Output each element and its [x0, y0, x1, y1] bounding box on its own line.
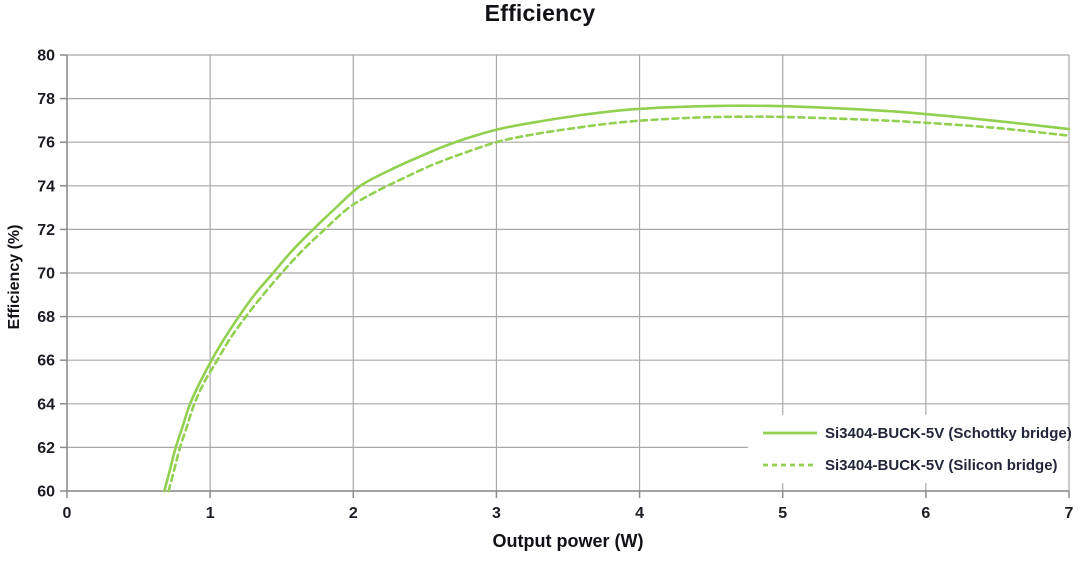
x-axis-title: Output power (W) — [492, 531, 644, 551]
x-tick-label: 0 — [63, 505, 72, 522]
y-tick-label: 62 — [37, 440, 55, 457]
legend-label-schottky: Si3404-BUCK-5V (Schottky bridge) — [825, 424, 1072, 442]
series-line-silicon — [167, 115, 1071, 493]
legend-item-schottky: Si3404-BUCK-5V (Schottky bridge) — [762, 423, 1072, 444]
solid-line-swatch-icon — [763, 431, 817, 435]
legend-item-silicon: Si3404-BUCK-5V (Silicon bridge) — [762, 455, 1068, 476]
x-tick-label: 4 — [635, 505, 644, 522]
y-tick-label: 78 — [37, 91, 55, 108]
x-tick-label: 6 — [921, 505, 930, 522]
chart-title: Efficiency — [484, 0, 596, 26]
y-tick-label: 64 — [37, 396, 55, 413]
x-tick-label: 2 — [349, 505, 358, 522]
y-tick-label: 74 — [37, 178, 55, 195]
y-tick-label: 60 — [37, 484, 55, 501]
y-tick-label: 76 — [37, 135, 55, 152]
y-axis-title: Efficiency (%) — [6, 224, 23, 330]
series-line-schottky — [163, 104, 1071, 493]
y-tick-label: 70 — [37, 266, 55, 283]
y-tick-label: 66 — [37, 353, 55, 370]
x-tick-label: 1 — [206, 505, 215, 522]
y-tick-label: 72 — [37, 222, 55, 239]
dashed-line-swatch-icon — [763, 463, 817, 467]
x-tick-label: 5 — [778, 505, 787, 522]
y-tick-label: 80 — [37, 48, 55, 65]
legend-label-silicon: Si3404-BUCK-5V (Silicon bridge) — [825, 456, 1058, 474]
y-tick-label: 68 — [37, 309, 55, 326]
x-tick-label: 7 — [1065, 505, 1074, 522]
x-tick-label: 3 — [492, 505, 501, 522]
legend: Si3404-BUCK-5V (Schottky bridge) Si3404-… — [748, 415, 1072, 483]
